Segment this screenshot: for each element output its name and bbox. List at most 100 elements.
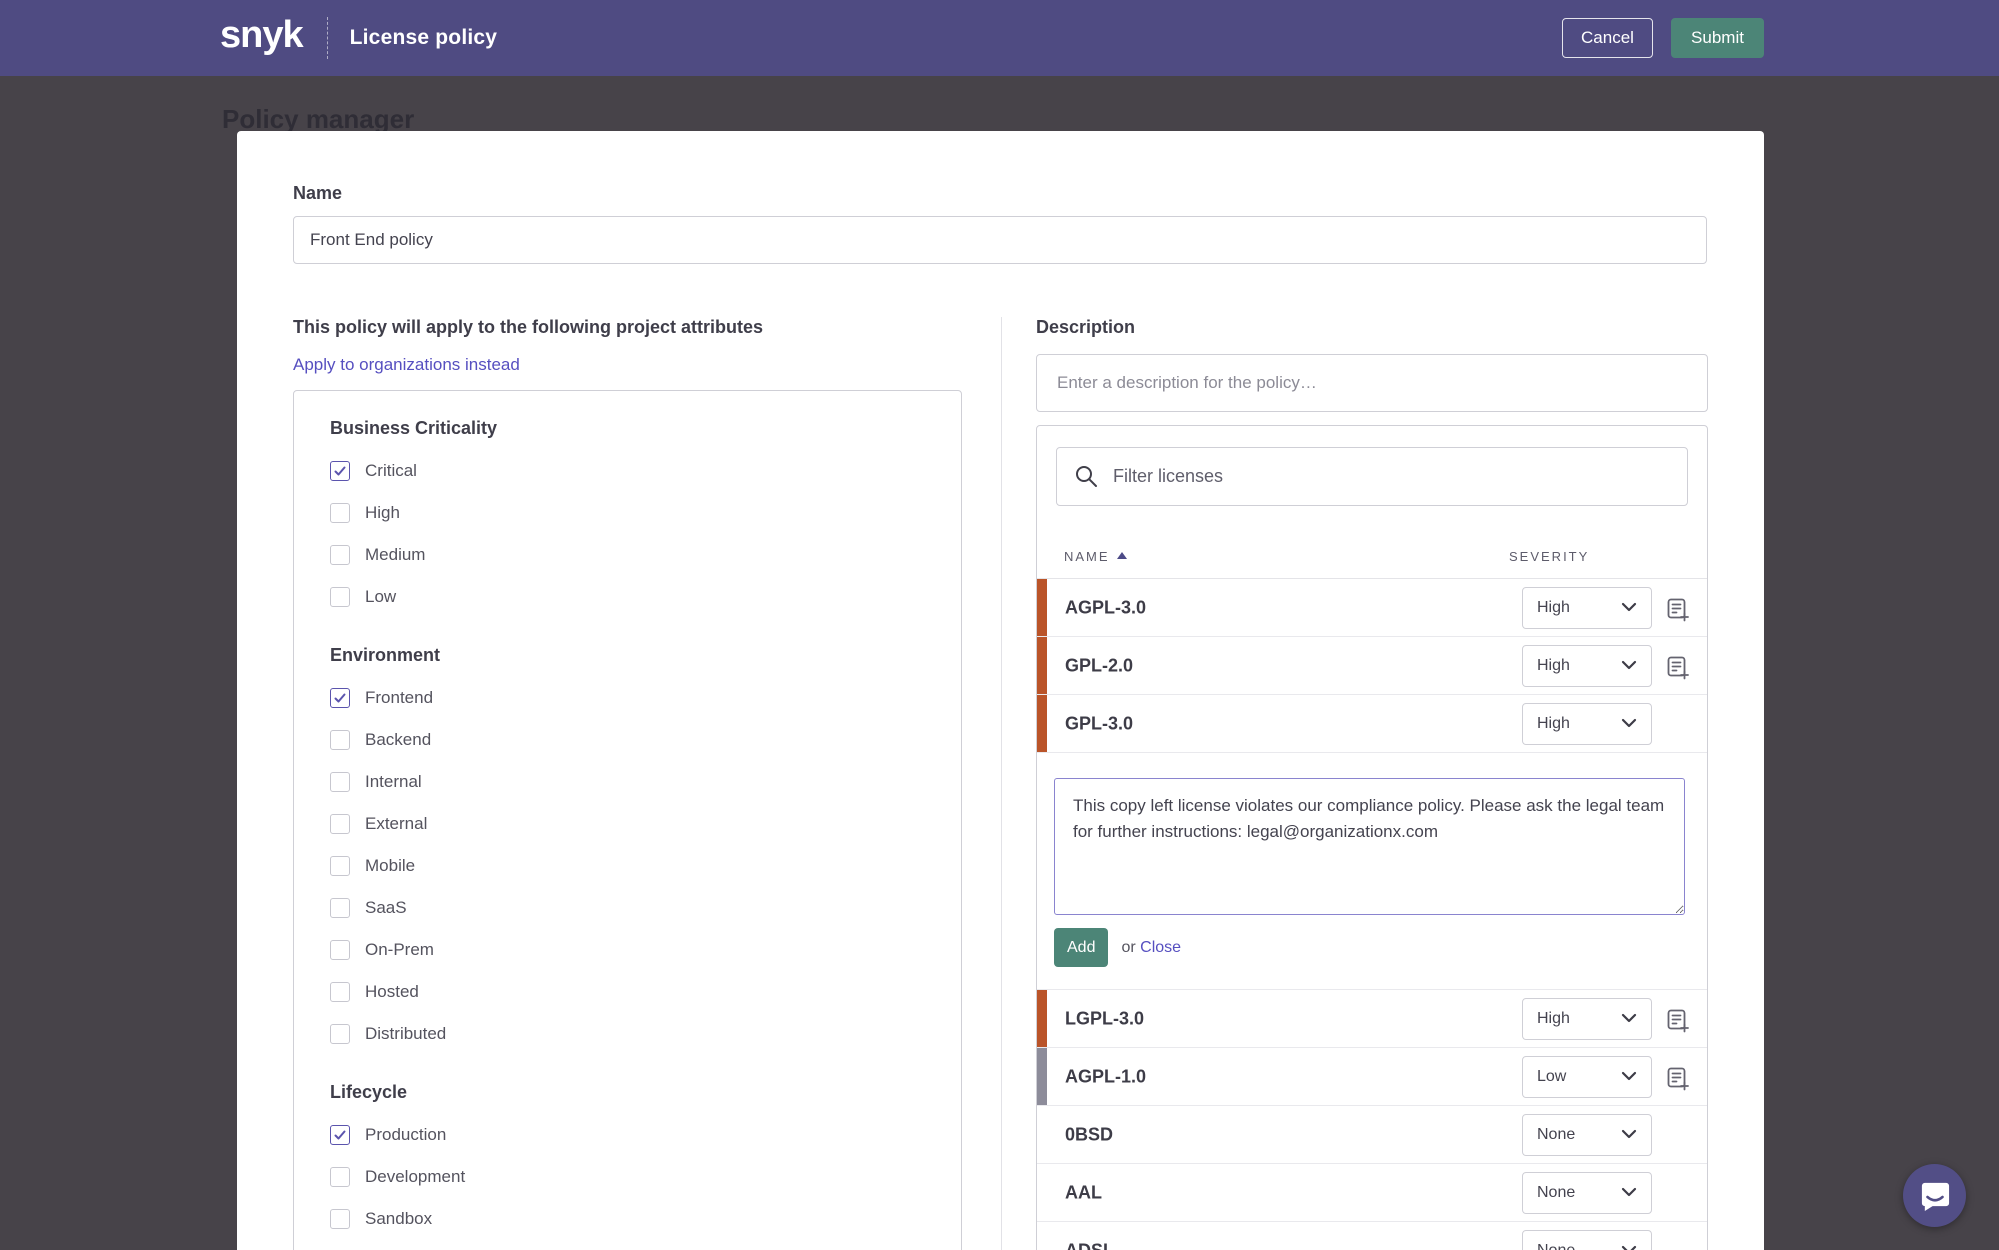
brand-divider [326,17,328,59]
license-row-0bsd: 0BSD None [1037,1106,1707,1164]
description-label: Description [1036,317,1136,337]
severity-value: None [1537,1242,1575,1250]
chevron-down-icon [1621,1184,1637,1202]
checkbox-label: Development [365,1167,466,1186]
apply-to-organizations-link[interactable]: Apply to organizations instead [293,355,520,374]
checkbox-box [330,730,350,750]
checkbox-sandbox[interactable]: Sandbox [330,1198,931,1240]
checkbox-backend[interactable]: Backend [330,719,931,761]
checkbox-development[interactable]: Development [330,1156,931,1198]
column-header-name[interactable]: NAME [1064,549,1127,564]
checkbox-box [330,587,350,607]
topbar-actions: Cancel Submit [1562,18,1764,58]
severity-select[interactable]: Low [1522,1056,1652,1098]
severity-select[interactable]: None [1522,1114,1652,1156]
severity-select[interactable]: High [1522,703,1652,745]
license-row-agpl-3.0: AGPL-3.0 High [1037,579,1707,637]
attributes-box: Business Criticality Critical High Mediu… [293,390,962,1250]
add-note-icon[interactable] [1664,1065,1690,1091]
add-note-button[interactable]: Add [1054,928,1109,967]
license-table-header: NAME SEVERITY [1037,506,1707,579]
attributes-column: This policy will apply to the following … [293,317,963,1250]
severity-bar [1037,695,1047,752]
license-row-gpl-3.0: GPL-3.0 High [1037,695,1707,753]
submit-button[interactable]: Submit [1671,18,1764,58]
chevron-down-icon [1621,1010,1637,1028]
license-name: AAL [1065,1182,1102,1202]
license-name: GPL-3.0 [1065,713,1134,733]
severity-select[interactable]: High [1522,645,1652,687]
chat-launcher-button[interactable] [1903,1164,1966,1227]
severity-select[interactable]: None [1522,1172,1652,1214]
checkbox-box [330,461,350,481]
license-column: Description NAME [1036,317,1708,1250]
checkbox-low[interactable]: Low [330,576,931,618]
checkbox-label: SaaS [365,898,407,917]
name-label: Name [293,183,343,203]
top-bar: snyk License policy Cancel Submit [0,0,1999,76]
add-note-icon[interactable] [1664,654,1690,680]
add-note-icon[interactable] [1664,1007,1690,1033]
checkbox-box [330,1209,350,1229]
checkbox-critical[interactable]: Critical [330,450,931,492]
attribute-group: Lifecycle Production Development Sandbox [330,1082,931,1240]
license-name: LGPL-3.0 [1065,1008,1145,1028]
or-label: or [1121,938,1136,956]
checkbox-label: On-Prem [365,940,434,959]
description-input[interactable] [1036,354,1708,412]
checkbox-internal[interactable]: Internal [330,761,931,803]
close-note-link[interactable]: Close [1140,938,1182,956]
chevron-down-icon [1621,1126,1637,1144]
note-textarea[interactable]: This copy left license violates our comp… [1054,778,1685,915]
checkbox-high[interactable]: High [330,492,931,534]
add-note-icon[interactable] [1664,596,1690,622]
license-row-agpl-1.0: AGPL-1.0 Low [1037,1048,1707,1106]
checkbox-medium[interactable]: Medium [330,534,931,576]
sort-ascending-icon [1116,552,1127,559]
severity-value: High [1537,1010,1570,1027]
checkbox-saas[interactable]: SaaS [330,887,931,929]
severity-select[interactable]: High [1522,587,1652,629]
severity-select[interactable]: None [1522,1230,1652,1250]
checkbox-box [330,856,350,876]
checkbox-label: Backend [365,730,432,749]
brand: snyk License policy [220,16,497,60]
license-rows: AGPL-3.0 High GPL-2.0 High [1037,579,1707,1250]
policy-name-input[interactable] [293,216,1707,264]
checkbox-label: Sandbox [365,1209,433,1228]
chevron-down-icon [1621,715,1637,733]
checkbox-label: High [365,503,400,522]
column-header-severity: SEVERITY [1509,549,1590,564]
checkbox-external[interactable]: External [330,803,931,845]
attribute-group: Business Criticality Critical High Mediu… [330,418,931,618]
checkbox-label: Hosted [365,982,419,1001]
severity-value: High [1537,657,1570,674]
license-row-gpl-2.0: GPL-2.0 High [1037,637,1707,695]
attribute-groups: Business Criticality Critical High Mediu… [330,418,931,1240]
checkbox-on-prem[interactable]: On-Prem [330,929,931,971]
severity-bar [1037,1048,1047,1105]
license-name: AGPL-1.0 [1065,1066,1147,1086]
checkbox-production[interactable]: Production [330,1114,931,1156]
name-column-label: NAME [1064,549,1110,564]
filter-box [1056,447,1688,506]
checkbox-label: External [365,814,428,833]
severity-select[interactable]: High [1522,998,1652,1040]
checkbox-mobile[interactable]: Mobile [330,845,931,887]
license-name: AGPL-3.0 [1065,597,1147,617]
page-title: License policy [349,26,498,49]
checkbox-distributed[interactable]: Distributed [330,1013,931,1055]
severity-value: Low [1537,1068,1567,1085]
policy-editor-modal: Name This policy will apply to the follo… [237,131,1764,1250]
severity-bar [1037,990,1047,1047]
filter-licenses-input[interactable] [1056,447,1688,506]
checkbox-box [330,1167,350,1187]
checkbox-frontend[interactable]: Frontend [330,677,931,719]
checkbox-label: Frontend [365,688,434,707]
license-name: 0BSD [1065,1124,1114,1144]
checkbox-hosted[interactable]: Hosted [330,971,931,1013]
checkbox-box [330,1024,350,1044]
chevron-down-icon [1621,1242,1637,1250]
cancel-button[interactable]: Cancel [1562,18,1653,58]
checkbox-box [330,814,350,834]
